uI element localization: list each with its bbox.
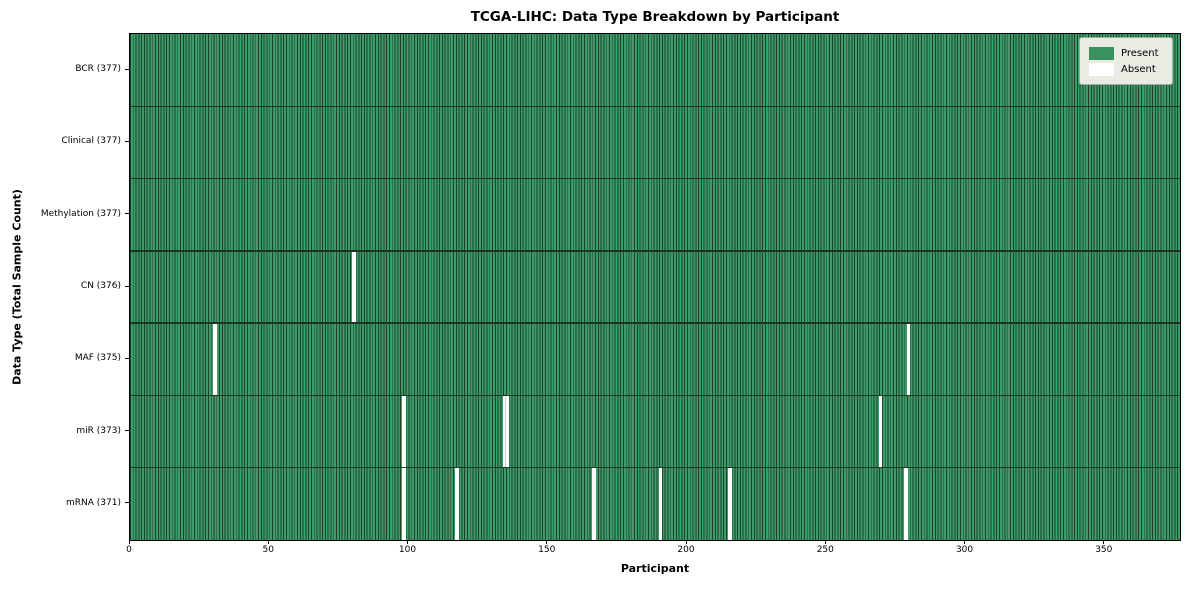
- x-tick-label: 200: [677, 545, 695, 555]
- x-tick-mark: [546, 540, 548, 544]
- absent-swatch: [1089, 62, 1114, 76]
- absent-gap: [502, 395, 507, 468]
- x-tick-label: 250: [816, 545, 834, 555]
- y-tick-mark: [125, 430, 129, 432]
- x-tick-mark: [407, 540, 408, 544]
- y-tick-label: Methylation (377): [40, 208, 121, 219]
- x-tick-mark: [1103, 540, 1105, 544]
- x-tick-mark: [685, 540, 687, 544]
- absent-gap: [352, 250, 357, 324]
- absent-gap: [658, 467, 663, 540]
- y-tick-mark: [125, 213, 129, 215]
- y-tick-label: Clinical (377): [61, 136, 121, 147]
- absent-gap: [455, 467, 460, 540]
- x-tick-label: 100: [398, 545, 417, 555]
- absent-gap: [402, 395, 407, 468]
- x-tick-label: 300: [955, 545, 974, 555]
- x-tick-mark: [128, 540, 130, 544]
- chart-title: TCGA-LIHC: Data Type Breakdown by Partic…: [470, 9, 840, 25]
- row-separator: [130, 177, 1180, 180]
- x-tick-mark: [964, 540, 966, 544]
- absent-gap: [213, 323, 217, 396]
- y-tick-mark: [125, 502, 129, 504]
- x-tick-label: 150: [538, 545, 556, 555]
- plot-area: [129, 33, 1181, 541]
- row-separator: [130, 394, 1180, 397]
- legend: Present Absent: [1079, 37, 1173, 85]
- x-tick-mark: [267, 540, 269, 544]
- x-tick-mark: [824, 540, 826, 544]
- legend-item-present: Present: [1089, 45, 1163, 61]
- x-tick-label: 50: [262, 545, 274, 555]
- y-tick-label: MAF (375): [74, 353, 121, 364]
- absent-gap: [906, 323, 911, 396]
- row-separator: [130, 250, 1180, 252]
- y-tick-label: mRNA (371): [66, 497, 121, 508]
- x-axis-label: Participant: [620, 562, 690, 575]
- legend-item-absent: Absent: [1089, 61, 1163, 77]
- absent-gap-divider: [505, 395, 507, 468]
- absent-gap: [728, 467, 733, 540]
- row-separator: [130, 105, 1180, 107]
- y-tick-label: miR (373): [76, 425, 121, 436]
- x-tick-label: 350: [1095, 545, 1113, 555]
- x-tick-label: 0: [126, 545, 132, 555]
- absent-gap: [903, 467, 908, 540]
- present-swatch: [1089, 46, 1114, 60]
- legend-label-absent: Absent: [1121, 63, 1156, 75]
- absent-gap: [878, 395, 883, 468]
- absent-gap: [402, 467, 407, 540]
- legend-label-present: Present: [1121, 47, 1159, 59]
- absent-gap: [505, 395, 510, 468]
- y-tick-mark: [125, 357, 129, 359]
- absent-gap: [591, 467, 596, 540]
- y-tick-mark: [125, 285, 129, 287]
- row-separator: [130, 467, 1180, 469]
- y-tick-mark: [125, 140, 129, 142]
- y-tick-mark: [125, 68, 129, 70]
- y-tick-label: CN (376): [80, 281, 121, 291]
- row-separator: [130, 322, 1180, 324]
- y-tick-label: BCR (377): [75, 64, 121, 75]
